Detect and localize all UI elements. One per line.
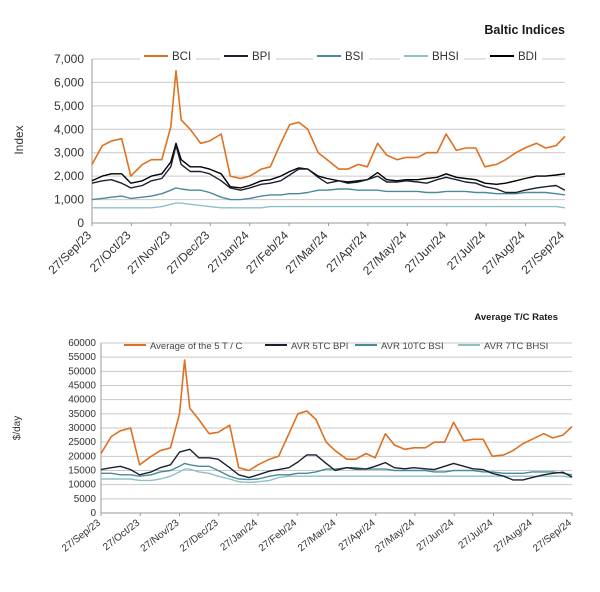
y-tick-label: 55000: [68, 352, 96, 363]
legend-label: BPI: [252, 51, 271, 63]
y-tick-label: 0: [77, 216, 84, 230]
chart2-average-tc-rates: 0 5000 10000 15000 20000 25000 30000 35000 40000…: [60, 338, 574, 555]
series-line-avr-5tc-bpi: [100, 448, 573, 481]
x-tick-label: 27/Sep/24: [519, 228, 568, 277]
x-tick-label: 27/Mar/24: [283, 228, 331, 276]
x-tick-label: 27/Oct/23: [101, 517, 142, 553]
x-tick-label: 27/May/24: [373, 517, 417, 555]
x-tick-label: 27/Jul/24: [457, 517, 496, 551]
y-tick-label: 15000: [68, 466, 96, 477]
legend-label: Average of the 5 T / C: [150, 341, 243, 352]
y-tick-label: 35000: [68, 409, 96, 420]
chart1-title: Baltic Indices: [484, 23, 565, 37]
y-tick-label: 7,000: [54, 52, 84, 66]
y-tick-label: 40000: [68, 395, 96, 406]
x-tick-label: 27/Dec/23: [164, 228, 213, 277]
series-line-average-of-the-5-t-c: [100, 359, 573, 472]
x-tick-label: 27/Jan/24: [218, 517, 260, 553]
x-tick-label: 27/Feb/24: [257, 517, 300, 554]
y-tick-label: 6,000: [54, 75, 84, 89]
y-tick-label: 1,000: [54, 193, 84, 207]
y-tick-label: 25000: [68, 437, 96, 448]
legend-label: AVR 7TC BHSI: [484, 341, 548, 352]
series-line-bhsi: [92, 202, 566, 209]
x-tick-label: 27/Nov/23: [139, 517, 182, 554]
series-line-avr-7tc-bhsi: [101, 468, 573, 484]
y-tick-label: 30000: [68, 423, 96, 434]
legend-background: [400, 47, 464, 63]
y-tick-label: 5000: [74, 494, 97, 505]
y-tick-label: 45000: [68, 381, 96, 392]
x-tick-label: 27/Dec/23: [178, 517, 221, 554]
y-tick-label: 10000: [68, 480, 96, 491]
y-tick-label: 5,000: [54, 99, 84, 113]
legend-label: BCI: [172, 51, 191, 63]
x-tick-label: 27/Aug/24: [492, 517, 535, 554]
x-tick-label: 27/Jun/24: [415, 517, 457, 553]
y-tick-label: 20000: [68, 451, 96, 462]
chart2-title: Average T/C Rates: [474, 312, 558, 323]
series-line-avr-10tc-bsi: [101, 462, 573, 481]
series-line-bdi: [91, 142, 566, 189]
legend-label: BDI: [518, 51, 537, 63]
x-tick-label: 27/Sep/24: [531, 517, 574, 554]
series-line-bsi: [91, 187, 566, 201]
y-tick-label: 60000: [68, 338, 96, 349]
chart1-baltic-indices: 0 1,000 2,000 3,000 4,000 5,000 6,000 7,000 27/S…: [46, 47, 568, 278]
y-tick-label: 4,000: [54, 122, 84, 136]
x-tick-label: 27/Sep/23: [46, 228, 95, 277]
x-tick-label: 27/Apr/24: [337, 517, 378, 553]
y-tick-label: 0: [90, 508, 96, 519]
series-line-bpi: [91, 144, 566, 194]
chart1-y-axis-label: Index: [12, 125, 26, 154]
y-tick-label: 50000: [68, 366, 96, 377]
legend-label: BHSI: [432, 51, 459, 63]
legend-label: AVR 10TC BSI: [381, 341, 444, 352]
y-tick-label: 3,000: [54, 146, 84, 160]
x-tick-label: 27/Jun/24: [402, 228, 449, 275]
chart2-y-axis-label: $/day: [12, 416, 23, 440]
legend-label: BSI: [345, 51, 364, 63]
x-tick-label: 27/Mar/24: [296, 517, 339, 554]
x-tick-label: 27/Sep/23: [60, 517, 103, 554]
series-line-bci: [91, 69, 566, 180]
legend-label: AVR 5TC BPI: [291, 341, 348, 352]
y-tick-label: 2,000: [54, 169, 84, 183]
